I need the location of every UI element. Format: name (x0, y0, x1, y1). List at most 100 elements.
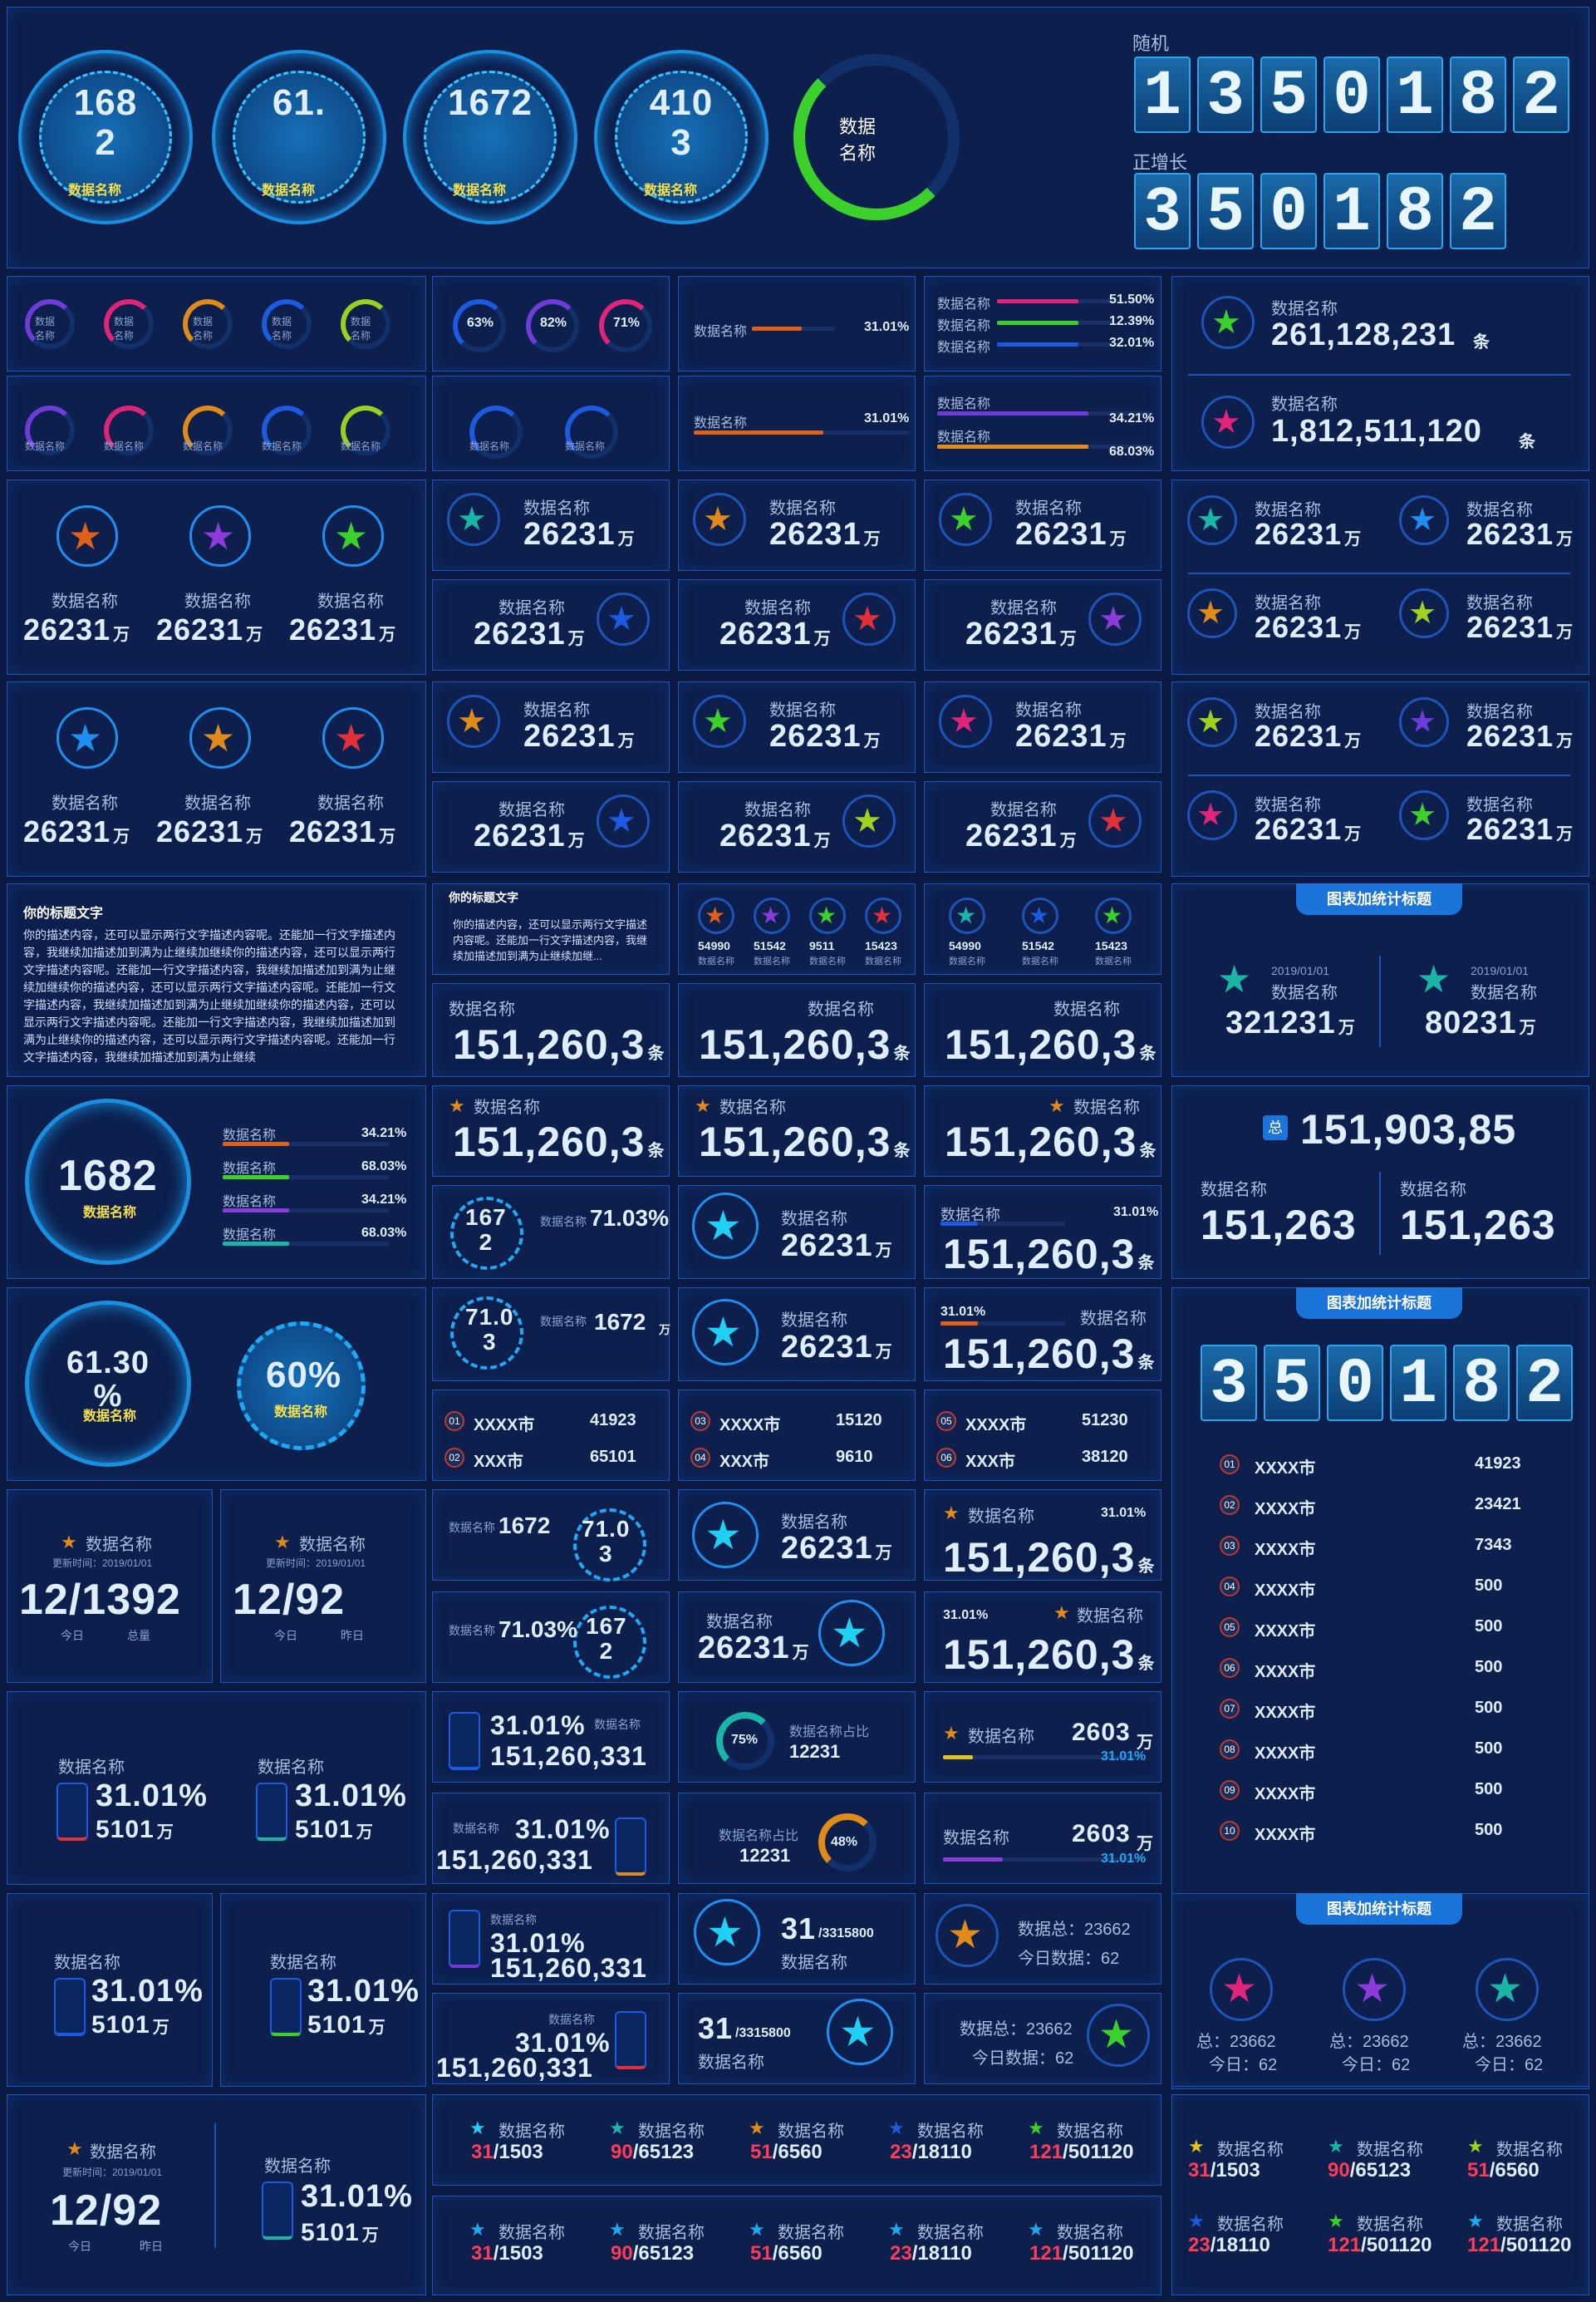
num: 5101 (295, 1816, 354, 1843)
growth-label: 正增长 (1132, 152, 1188, 173)
big2-value: 2603 (1072, 1820, 1131, 1847)
value-unit: 万 (617, 732, 636, 750)
stat-label: 数据名称 (58, 1758, 125, 1777)
unit: 万 (1137, 1734, 1153, 1752)
value-number: 26231 (965, 819, 1058, 853)
frac-star-icon: ★ (749, 2118, 765, 2138)
city-value: 41923 (1475, 1454, 1521, 1473)
frac: 23/18110 (890, 2242, 972, 2265)
stat-label: 数据名称 (781, 1954, 847, 1972)
date-label: 数据名称 (1471, 984, 1537, 1002)
quad-label: 数据名称 (1466, 594, 1533, 612)
mini-stat: 54990 (949, 939, 981, 952)
value: 26231 万 (1466, 610, 1574, 645)
progress-fill (997, 342, 1078, 347)
stat-star-icon: ★ (703, 501, 733, 538)
city-value: 500 (1475, 1576, 1503, 1595)
mini-pct: 1672 (498, 1513, 551, 1538)
gauge-value: 1672 (448, 82, 533, 123)
stat-label: 数据名称 (184, 794, 251, 813)
progress-bar (997, 321, 1113, 325)
rank-badge: 06 (936, 1448, 956, 1468)
frac-label: 数据名称 (1496, 2141, 1563, 2159)
count-star-icon: ★ (1098, 2013, 1135, 2057)
pct-value: 31.01% (295, 1778, 407, 1813)
frac-den: /65123 (632, 2141, 695, 2163)
count-total: 数据总：23662 (1018, 1921, 1131, 1939)
stat-value: 26231 万 (156, 612, 263, 647)
stat-label: 数据名称 (769, 499, 836, 518)
stat-label: 数据名称 (523, 499, 590, 518)
value-unit: 万 (246, 626, 264, 644)
frac: 51/6560 (1467, 2159, 1540, 2182)
stat-label: 数据名称 (498, 801, 565, 819)
mini-pct: 71.03% (498, 1616, 577, 1642)
frac-star-icon: ★ (888, 2219, 905, 2240)
value-number: 26231 (965, 617, 1058, 652)
frac-den: /18110 (1210, 2234, 1270, 2256)
score-total: /3315800 (818, 1926, 874, 1940)
frac-star-icon: ★ (1028, 2118, 1044, 2138)
quad-star-icon: ★ (1196, 503, 1225, 538)
rank-badge: 01 (1220, 1454, 1240, 1474)
frac-num: 121 (1029, 2242, 1063, 2265)
stat-label: 数据名称 (719, 1099, 786, 1117)
city-value: 15120 (836, 1411, 882, 1429)
progress-fill (937, 445, 1088, 449)
gauge-ring (594, 50, 769, 224)
text-panel (7, 883, 426, 1077)
big-unit: 条 (1137, 1557, 1156, 1576)
bar-label: 数据名称 (694, 416, 748, 430)
score: 31 (781, 1911, 817, 1945)
progress-bar (752, 327, 835, 331)
frac-star-icon: ★ (1028, 2219, 1044, 2240)
mini-gauge-value: 71.0 3 (465, 1304, 514, 1355)
gauge-core (233, 71, 366, 204)
ratio-pct: 48% (831, 1835, 858, 1849)
value: 26231 万 (523, 719, 636, 755)
progress-fill (940, 1321, 978, 1326)
progress-fill (752, 327, 802, 331)
frac-label: 数据名称 (778, 2122, 844, 2141)
value-unit: 万 (1556, 825, 1574, 844)
frac: 121/501120 (1467, 2234, 1571, 2257)
total-sub: 151,263 (1400, 1202, 1556, 1248)
frac-star-icon: ★ (749, 2219, 765, 2240)
stat-label: 数据名称 (317, 593, 384, 611)
ring-label: 数据 名称 (35, 316, 56, 342)
value-unit: 万 (1059, 832, 1078, 850)
gauge-value: 61. (272, 82, 327, 123)
bar-label: 数据名称 (223, 1162, 277, 1176)
bar-pct: 34.21% (361, 1126, 407, 1140)
total-star-ring (1201, 396, 1255, 449)
progress-bar (940, 1321, 1065, 1326)
city-name: XXXX市 (474, 1416, 535, 1434)
stat-star-ring (939, 695, 992, 748)
gauge-value: 60% (266, 1355, 342, 1395)
value: 26231 万 (523, 517, 636, 553)
mini-label: 数据名称 (698, 957, 734, 967)
frac: 90/65123 (611, 2141, 694, 2164)
progress-fill (937, 411, 1088, 416)
big-value: 151,260,3 条 (945, 1021, 1156, 1069)
total-unit: 条 (1473, 333, 1490, 352)
stat-star-ring (842, 794, 896, 848)
value-number: 26231 (289, 612, 377, 647)
quad-label: 数据名称 (1255, 594, 1321, 612)
rank-badge: 04 (690, 1448, 710, 1468)
big-value: 151,260,3 条 (943, 1230, 1155, 1278)
divider (1188, 775, 1570, 776)
stat-label: 数据名称 (769, 701, 836, 720)
digit-box: 1 (1390, 1345, 1446, 1421)
value-number: 26231 (781, 1228, 873, 1263)
mini-label: 数据名称 (449, 1624, 495, 1637)
value: 26231 万 (1015, 719, 1127, 755)
quad-label: 数据名称 (1466, 501, 1533, 519)
value-unit: 万 (1344, 732, 1363, 750)
value-unit: 万 (1059, 630, 1078, 648)
count-total: 总：23662 (1329, 2033, 1409, 2051)
value-unit: 万 (379, 626, 397, 644)
value-unit: 万 (875, 1343, 893, 1361)
progress-fill (223, 1242, 289, 1246)
unit: 万 (356, 1823, 374, 1842)
